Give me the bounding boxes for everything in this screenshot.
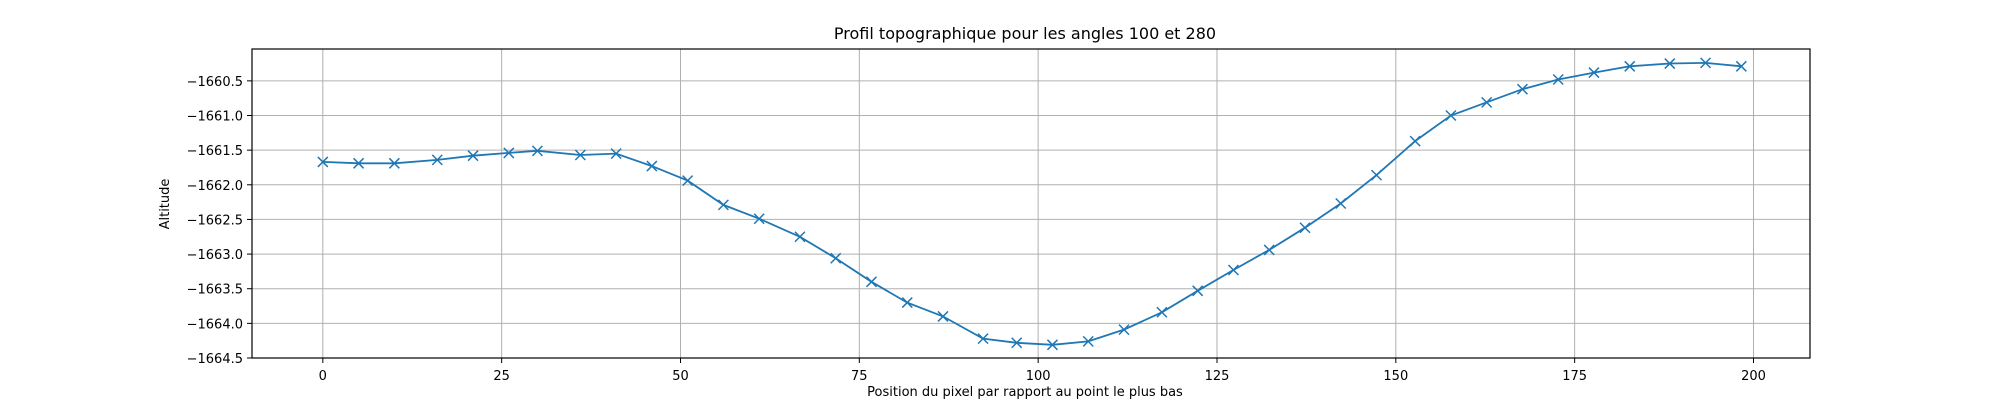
x-tick-label: 0	[319, 369, 327, 384]
x-tick-label: 200	[1741, 369, 1766, 384]
plot-frame	[251, 48, 1811, 359]
data-point	[531, 145, 543, 157]
data-point	[388, 157, 400, 169]
y-tick-label: −1660.5	[187, 75, 243, 90]
data-point	[1624, 60, 1636, 72]
y-tick-label: −1664.0	[187, 317, 243, 332]
data-point	[830, 252, 842, 264]
x-tick-label: 100	[1026, 369, 1051, 384]
data-point	[1735, 60, 1747, 72]
data-point	[353, 157, 365, 169]
x-tick-label: 150	[1383, 369, 1408, 384]
data-point	[1192, 285, 1204, 297]
data-point	[753, 213, 765, 225]
data-point	[937, 310, 949, 322]
x-tick-label: 125	[1205, 369, 1230, 384]
data-point	[1445, 109, 1457, 122]
data-point	[1409, 135, 1421, 147]
data-point	[503, 147, 515, 159]
data-point	[794, 231, 806, 243]
series-line	[322, 61, 1742, 346]
x-tick-label: 175	[1562, 369, 1587, 384]
data-point	[1552, 73, 1564, 86]
data-point	[977, 333, 989, 345]
grid	[252, 49, 1810, 359]
data-point	[1299, 222, 1311, 234]
data-point	[467, 150, 479, 162]
data-point	[1118, 324, 1130, 336]
data-point	[1046, 339, 1058, 351]
data-point	[717, 199, 729, 211]
y-tick-label: −1664.5	[187, 352, 243, 367]
data-point	[1516, 83, 1528, 95]
x-axis-label: Position du pixel par rapport au point l…	[867, 385, 1183, 400]
data-point	[317, 156, 329, 168]
data-point	[574, 149, 586, 161]
data-point	[1588, 67, 1600, 79]
x-tick-label: 25	[493, 369, 510, 384]
data-point	[1156, 306, 1168, 318]
y-tick-label: −1661.5	[187, 144, 243, 159]
x-tick-label: 75	[851, 369, 868, 384]
y-tick-label: −1661.0	[187, 110, 243, 125]
y-tick-label: −1662.5	[187, 213, 243, 228]
x-tick-label: 50	[672, 369, 689, 384]
data-point	[1011, 337, 1023, 349]
data-point	[1263, 244, 1275, 256]
y-tick-label: −1663.5	[187, 283, 243, 298]
y-tick-label: −1663.0	[187, 248, 243, 263]
data-point	[901, 297, 913, 309]
data-point	[1664, 58, 1676, 70]
data-point	[610, 148, 622, 160]
data-point	[1700, 57, 1712, 69]
data-point	[682, 175, 694, 187]
data-point	[646, 160, 658, 172]
y-tick-label: −1662.0	[187, 179, 243, 194]
chart-title: Profil topographique pour les angles 100…	[834, 24, 1216, 43]
data-point	[431, 154, 443, 166]
data-point	[1227, 264, 1239, 276]
data-point	[1481, 96, 1493, 108]
series-layer	[317, 57, 1747, 351]
axis-ticks: 0 25 50 75 100 125 150 175 200 −1664.5 −1664.0 −166…	[187, 75, 1766, 384]
data-point	[1082, 335, 1094, 347]
data-point	[865, 276, 878, 288]
data-point	[1370, 169, 1383, 181]
data-point	[1335, 197, 1347, 210]
y-axis-label: Altitude	[158, 179, 173, 230]
